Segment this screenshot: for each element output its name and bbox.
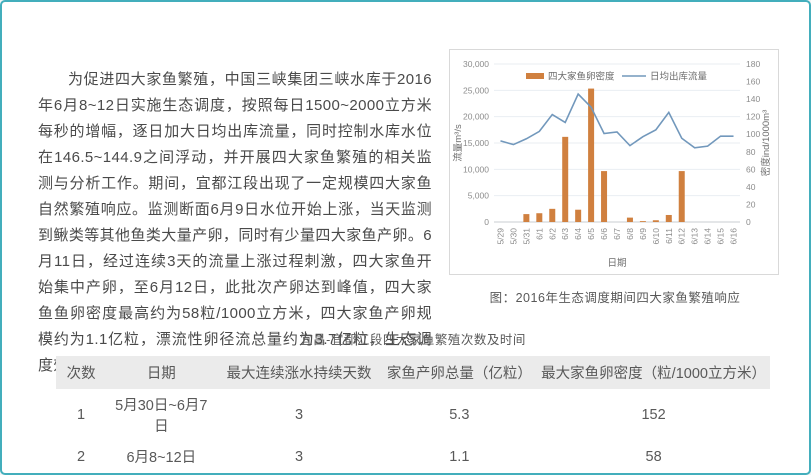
egg-density-bar	[678, 171, 685, 222]
right-axis-tick-label: 100	[746, 129, 760, 139]
right-axis-tick-label: 20	[746, 199, 756, 209]
x-axis-tick-label: 6/14	[703, 228, 713, 245]
right-axis-tick-label: 120	[746, 112, 760, 122]
egg-density-bar	[523, 214, 530, 222]
x-axis-tick-label: 6/8	[625, 228, 635, 240]
x-axis-tick-label: 6/7	[612, 228, 622, 240]
table-cell: 5月30日~6月7日	[115, 398, 208, 435]
x-axis-tick-label: 6/9	[638, 228, 648, 240]
x-axis-tick-label: 6/16	[729, 228, 739, 245]
legend-bar-label: 四大家鱼卵密度	[548, 71, 615, 83]
table-cell: 5.3	[449, 407, 470, 423]
table-header-cell: 次数	[66, 366, 96, 382]
x-axis-tick-label: 5/29	[495, 228, 505, 245]
table-cell: 2	[77, 448, 86, 465]
x-axis-tick-label: 6/5	[586, 228, 596, 240]
x-axis-tick-label: 6/4	[573, 228, 583, 240]
table-cell: 58	[645, 448, 662, 465]
right-axis-tick-label: 180	[746, 59, 760, 69]
left-axis-tick-label: 25,000	[463, 85, 489, 95]
table-header: 次数 日期 最大连续涨水持续天数 家鱼产卵总量（亿粒） 最大家鱼卵密度（粒/1000立方…	[56, 356, 770, 389]
right-axis-tick-label: 0	[746, 217, 751, 227]
table-header-cell: 最大连续涨水持续天数	[226, 366, 372, 382]
table-header-cell: 日期	[146, 366, 176, 382]
right-axis-tick-label: 160	[746, 77, 760, 87]
left-axis-tick-label: 5,000	[468, 191, 490, 201]
egg-density-bar	[588, 88, 595, 222]
egg-density-bar	[639, 221, 646, 222]
x-axis-tick-label: 6/2	[547, 228, 557, 240]
table-cell: 1	[77, 407, 86, 423]
combo-chart-svg: 0 5,000 10,000 15,000 20,000 25,000 30,000 0 20 4…	[452, 59, 772, 269]
x-axis-tick-label: 6/11	[664, 228, 674, 244]
table-cell: 152	[641, 407, 666, 423]
x-axis-title: 日期	[607, 258, 626, 269]
x-axis-tick-label: 6/13	[690, 228, 700, 245]
egg-density-bar	[665, 214, 672, 222]
table-cell: 6月8~12日	[126, 450, 197, 466]
egg-density-bar	[575, 209, 582, 222]
egg-density-bar	[652, 220, 659, 222]
left-axis-tick-label: 20,000	[463, 112, 489, 122]
egg-density-bar	[601, 171, 608, 222]
table-cell: 3	[294, 448, 304, 465]
table-cell: 3	[294, 407, 304, 423]
table-header-cell: 最大家鱼卵密度（粒/1000立方米）	[541, 366, 766, 382]
left-axis-tick-label: 30,000	[463, 59, 489, 69]
egg-density-bar	[536, 213, 543, 222]
x-axis-tick-label: 6/1	[534, 228, 544, 240]
spawning-table-block: 宜昌-宜都江段四大家鱼繁殖次数及时间 次数 日期 最大连续涨水持续天数 家鱼产卵总量（…	[56, 329, 770, 473]
egg-density-bar	[626, 217, 633, 222]
figure-caption: 图：2016年生态调度期间四大家鱼繁殖响应	[489, 291, 741, 305]
table-header-row: 次数 日期 最大连续涨水持续天数 家鱼产卵总量（亿粒） 最大家鱼卵密度（粒/1000立方…	[56, 356, 770, 389]
right-axis-tick-label: 40	[746, 182, 756, 192]
left-axis-tick-label: 10,000	[463, 164, 489, 174]
egg-density-bar	[549, 208, 556, 222]
x-axis-tick-label: 5/30	[508, 228, 518, 245]
left-axis-title: 流量m³/s	[452, 124, 464, 162]
article-paragraph: 为促进四大家鱼繁殖，中国三峡集团三峡水库于2016年6月8~12日实施生态调度，…	[38, 71, 432, 374]
x-axis-tick-label: 6/12	[677, 228, 687, 245]
table-row: 2 6月8~12日 3 1.1 58	[56, 441, 770, 472]
right-axis-tick-label: 60	[746, 164, 756, 174]
x-axis-tick-label: 6/3	[560, 228, 570, 240]
table-title: 宜昌-宜都江段四大家鱼繁殖次数及时间	[300, 333, 526, 347]
right-axis-tick-label: 80	[746, 147, 756, 157]
x-axis-tick-label: 6/10	[651, 228, 661, 245]
left-axis-tick-label: 0	[484, 217, 489, 227]
spawning-table: 次数 日期 最大连续涨水持续天数 家鱼产卵总量（亿粒） 最大家鱼卵密度（粒/1000立方…	[56, 356, 770, 473]
table-row: 1 5月30日~6月7日 3 5.3 152	[56, 389, 770, 441]
x-axis-tick-label: 6/15	[716, 228, 726, 245]
table-body: 15月30日~6月7日35.315226月8~12日31.15836月19~22…	[56, 389, 770, 473]
egg-density-bar	[562, 136, 569, 222]
outflow-line	[500, 92, 734, 149]
left-axis-tick-label: 15,000	[463, 138, 489, 148]
x-axis-tick-label: 6/6	[599, 228, 609, 240]
legend-bar-swatch	[526, 73, 544, 79]
right-axis-tick-label: 140	[746, 94, 760, 104]
figure-panel: 0 5,000 10,000 15,000 20,000 25,000 30,000 0 20 4…	[449, 49, 781, 306]
x-axis-tick-label: 5/31	[521, 228, 531, 245]
table-cell: 1.1	[449, 448, 470, 465]
legend-line-label: 日均出库流量	[650, 71, 708, 83]
chart: 0 5,000 10,000 15,000 20,000 25,000 30,000 0 20 4…	[449, 49, 779, 275]
right-axis-title: 密度ind/1000m³	[760, 110, 772, 177]
table-header-cell: 家鱼产卵总量（亿粒）	[386, 366, 532, 382]
